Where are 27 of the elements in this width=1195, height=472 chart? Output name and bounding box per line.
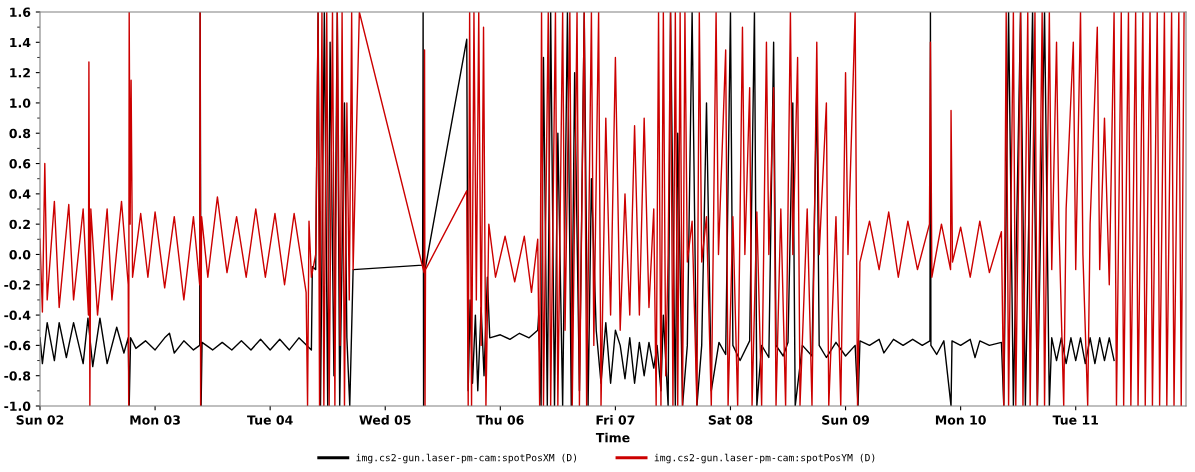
y-tick-label: 0.6 [9, 159, 31, 169]
x-tick-label: Sun 09 [822, 415, 870, 425]
y-tick-label: 0.8 [9, 128, 31, 139]
x-tick-label: Fri 07 [596, 415, 635, 425]
x-axis-title: Time [595, 432, 630, 443]
x-tick-label: Mon 10 [935, 415, 986, 425]
y-tick-label: -0.8 [4, 371, 31, 381]
x-tick-label: Wed 05 [359, 415, 411, 425]
y-tick-label: 1.6 [10, 7, 31, 17]
y-tick-label: 0.4 [9, 189, 31, 199]
y-tick-label: 1.0 [10, 98, 31, 108]
y-tick-label: 1.4 [10, 37, 31, 48]
x-tick-label: Mon 03 [130, 415, 180, 425]
y-tick-label: -0.2 [4, 280, 30, 290]
y-tick-label: 0.0 [9, 249, 31, 260]
x-tick-label: Sat 08 [708, 415, 753, 425]
x-tick-label: Sun 02 [16, 415, 64, 425]
x-tick-label: Thu 06 [476, 415, 524, 425]
x-tick-label: Tue 11 [1052, 415, 1098, 425]
y-tick-label: -0.4 [4, 310, 31, 320]
y-tick-label: 1.2 [10, 68, 30, 78]
y-tick-label: -0.6 [4, 340, 31, 351]
legend-label: img.cs2-gun.laser-pm-cam:spotPosYM (D) [654, 453, 875, 464]
y-tick-label: 0.2 [9, 219, 30, 230]
legend-label: img.cs2-gun.laser-pm-cam:spotPosXM (D) [356, 453, 577, 464]
x-tick-label: Tue 04 [247, 415, 293, 425]
y-tick-label: -1.0 [4, 401, 31, 411]
